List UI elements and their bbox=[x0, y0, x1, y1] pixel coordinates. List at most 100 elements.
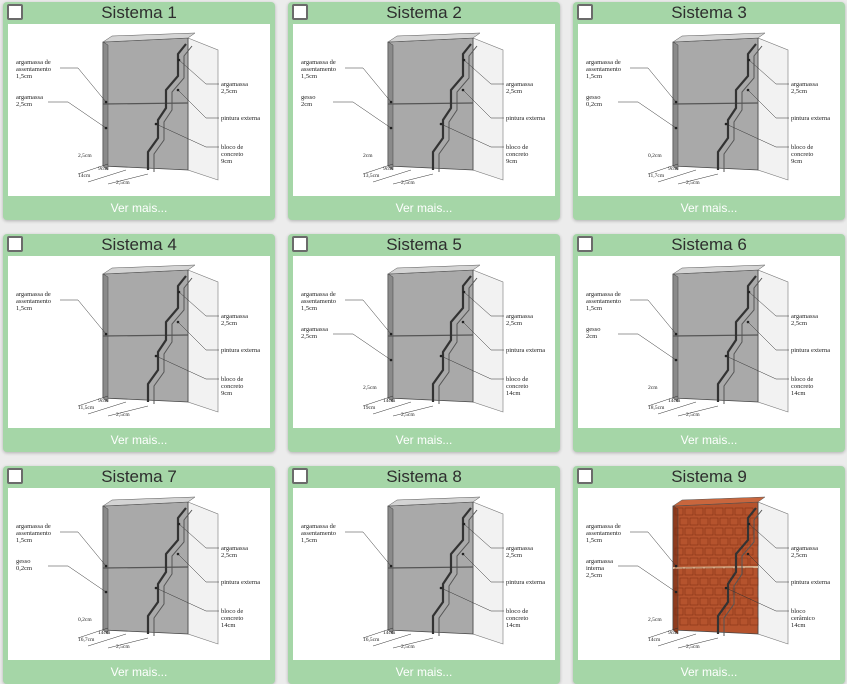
left-label: argamassa 2,5cm bbox=[301, 326, 328, 340]
dimension-label: 0,2cm bbox=[648, 153, 662, 159]
card-title: Sistema 5 bbox=[386, 235, 462, 254]
right-label: pintura externa bbox=[221, 115, 260, 122]
left-label: argamassa de assentamento 1,5cm bbox=[301, 59, 336, 80]
dimension-label: 14cm bbox=[383, 398, 396, 404]
dimension-label: 9cm bbox=[668, 166, 678, 172]
dimension-label: 14cm bbox=[98, 630, 111, 636]
card-title: Sistema 2 bbox=[386, 3, 462, 22]
ver-mais-link[interactable]: Ver mais... bbox=[395, 665, 453, 679]
left-label: argamassa de assentamento 1,5cm bbox=[16, 523, 51, 544]
right-label: pintura externa bbox=[506, 347, 545, 354]
right-label: argamassa 2,5cm bbox=[506, 313, 533, 327]
dimension-label: 16,7cm bbox=[78, 637, 95, 643]
ver-mais-link[interactable]: Ver mais... bbox=[680, 665, 738, 679]
wall-section-svg: argamassa de assentamento 1,5cm gesso 0,2cm a… bbox=[16, 496, 260, 650]
card-title: Sistema 4 bbox=[101, 235, 177, 254]
dimension-label: 2,5cm bbox=[363, 385, 377, 391]
select-checkbox[interactable] bbox=[292, 236, 308, 252]
right-label: argamassa 2,5cm bbox=[221, 81, 248, 95]
dimension-label: 14cm bbox=[648, 637, 661, 643]
right-label: bloco de concreto 9cm bbox=[791, 144, 813, 165]
ver-mais-link[interactable]: Ver mais... bbox=[395, 201, 453, 215]
card-title: Sistema 7 bbox=[101, 467, 177, 486]
card-title: Sistema 3 bbox=[671, 3, 747, 22]
left-label: argamassa de assentamento 1,5cm bbox=[301, 291, 336, 312]
card-header: Sistema 2 bbox=[288, 2, 560, 24]
wall-section-svg: argamassa de assentamento 1,5cm gesso 0,2cm a… bbox=[586, 32, 830, 186]
dimension-label: 14cm bbox=[383, 630, 396, 636]
select-checkbox[interactable] bbox=[7, 4, 23, 20]
wall-diagram[interactable]: argamassa de assentamento 1,5cm gesso 2cm arg… bbox=[578, 256, 840, 428]
dimension-label: 9cm bbox=[98, 398, 108, 404]
right-label: argamassa 2,5cm bbox=[791, 313, 818, 327]
select-checkbox[interactable] bbox=[292, 4, 308, 20]
left-label: argamassa de assentamento 1,5cm bbox=[586, 291, 621, 312]
sistema-card[interactable]: Sistema 9 argamassa de assentamento 1,5cm ar… bbox=[573, 466, 845, 684]
card-title: Sistema 9 bbox=[671, 467, 747, 486]
left-label: argamassa 2,5cm bbox=[16, 94, 43, 108]
card-header: Sistema 3 bbox=[573, 2, 845, 24]
dimension-label: 2,5cm bbox=[401, 644, 415, 650]
sistema-card[interactable]: Sistema 2 argamassa de assentamento 1,5cm ge… bbox=[288, 2, 560, 220]
right-label: bloco de concreto 9cm bbox=[221, 144, 243, 165]
sistema-card[interactable]: Sistema 3 argamassa de assentamento 1,5cm ge… bbox=[573, 2, 845, 220]
wall-section-svg: argamassa de assentamento 1,5cm gesso 2cm arg… bbox=[586, 264, 830, 418]
select-checkbox[interactable] bbox=[577, 236, 593, 252]
dimension-label: 9cm bbox=[98, 166, 108, 172]
dimension-label: 2,5cm bbox=[401, 180, 415, 186]
dimension-label: 2,5cm bbox=[401, 412, 415, 418]
wall-section-svg: argamassa de assentamento 1,5cm argamassa 2,… bbox=[301, 264, 545, 418]
dimension-label: 2,5cm bbox=[686, 412, 700, 418]
select-checkbox[interactable] bbox=[7, 236, 23, 252]
select-checkbox[interactable] bbox=[7, 468, 23, 484]
right-label: pintura externa bbox=[506, 115, 545, 122]
sistema-card[interactable]: Sistema 7 argamassa de assentamento 1,5cm ge… bbox=[3, 466, 275, 684]
card-header: Sistema 9 bbox=[573, 466, 845, 488]
ver-mais-link[interactable]: Ver mais... bbox=[395, 433, 453, 447]
dimension-label: 2cm bbox=[648, 385, 658, 391]
wall-section-svg: argamassa de assentamento 1,5cm argamassa 2,… bbox=[301, 496, 545, 650]
dimension-label: 19cm bbox=[363, 405, 376, 411]
dimension-label: 11,7cm bbox=[648, 173, 665, 179]
wall-diagram[interactable]: argamassa de assentamento 1,5cm argamassa 2,… bbox=[293, 256, 555, 428]
left-label: argamassa de assentamento 1,5cm bbox=[301, 523, 336, 544]
dimension-label: 14cm bbox=[78, 173, 91, 179]
card-title: Sistema 6 bbox=[671, 235, 747, 254]
left-label: argamassa de assentamento 1,5cm bbox=[16, 291, 51, 312]
sistema-card[interactable]: Sistema 8 argamassa de assentamento 1,5cm ar… bbox=[288, 466, 560, 684]
select-checkbox[interactable] bbox=[577, 468, 593, 484]
right-label: bloco de concreto 14cm bbox=[506, 376, 528, 397]
wall-diagram[interactable]: argamassa de assentamento 1,5cm argamassa 2,… bbox=[8, 24, 270, 196]
select-checkbox[interactable] bbox=[577, 4, 593, 20]
ver-mais-link[interactable]: Ver mais... bbox=[680, 433, 738, 447]
card-header: Sistema 8 bbox=[288, 466, 560, 488]
left-label: gesso 0,2cm bbox=[16, 558, 32, 572]
ver-mais-link[interactable]: Ver mais... bbox=[680, 201, 738, 215]
wall-diagram[interactable]: argamassa de assentamento 1,5cm gesso 2cm arg… bbox=[293, 24, 555, 196]
right-label: pintura externa bbox=[791, 347, 830, 354]
card-header: Sistema 7 bbox=[3, 466, 275, 488]
card-header: Sistema 6 bbox=[573, 234, 845, 256]
wall-diagram[interactable]: argamassa de assentamento 1,5cm gesso 0,2cm a… bbox=[578, 24, 840, 196]
wall-diagram[interactable]: argamassa de assentamento 1,5cm argamassa in… bbox=[578, 488, 840, 660]
ver-mais-link[interactable]: Ver mais... bbox=[110, 201, 168, 215]
ver-mais-link[interactable]: Ver mais... bbox=[110, 665, 168, 679]
select-checkbox[interactable] bbox=[292, 468, 308, 484]
ver-mais-link[interactable]: Ver mais... bbox=[110, 433, 168, 447]
sistema-card[interactable]: Sistema 5 argamassa de assentamento 1,5cm ar… bbox=[288, 234, 560, 452]
wall-diagram[interactable]: argamassa de assentamento 1,5cm argamassa 2,… bbox=[8, 256, 270, 428]
card-header: Sistema 4 bbox=[3, 234, 275, 256]
sistema-card[interactable]: Sistema 1 argamassa de assentamento 1,5cm ar… bbox=[3, 2, 275, 220]
dimension-label: 18,5cm bbox=[648, 405, 665, 411]
right-label: pintura externa bbox=[791, 115, 830, 122]
dimension-label: 14cm bbox=[668, 398, 681, 404]
card-title: Sistema 1 bbox=[101, 3, 177, 22]
dimension-label: 13,5cm bbox=[363, 173, 380, 179]
wall-diagram[interactable]: argamassa de assentamento 1,5cm gesso 0,2cm a… bbox=[8, 488, 270, 660]
dimension-label: 2,5cm bbox=[116, 180, 130, 186]
sistema-card[interactable]: Sistema 6 argamassa de assentamento 1,5cm ge… bbox=[573, 234, 845, 452]
left-label: argamassa de assentamento 1,5cm bbox=[16, 59, 51, 80]
wall-diagram[interactable]: argamassa de assentamento 1,5cm argamassa 2,… bbox=[293, 488, 555, 660]
sistema-card[interactable]: Sistema 4 argamassa de assentamento 1,5cm ar… bbox=[3, 234, 275, 452]
